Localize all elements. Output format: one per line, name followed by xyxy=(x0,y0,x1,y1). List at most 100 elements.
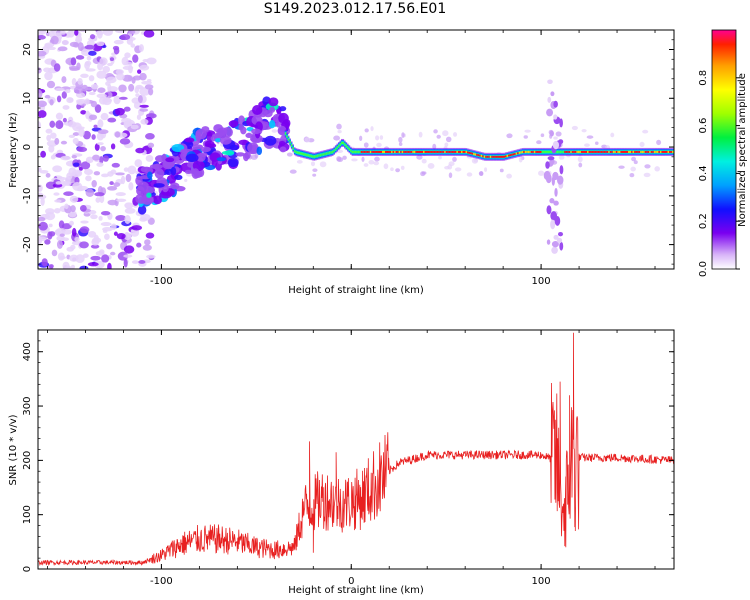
heat-faint-dot xyxy=(374,156,380,162)
heat-y-tick-label: 0 xyxy=(22,144,33,150)
heat-noise-blob xyxy=(100,145,106,152)
heat-faint-dot xyxy=(484,167,488,172)
heat-ridge-core xyxy=(577,150,580,153)
heat-noise-blob xyxy=(38,67,42,74)
heat-signal-blob xyxy=(247,142,259,154)
colorbar: 0.0 0.2 0.4 0.6 0.8 Normalized spectral ampl… xyxy=(698,29,748,277)
heat-x-tick-label: 100 xyxy=(532,276,551,287)
heat-signal-blob xyxy=(264,135,277,146)
heat-noise-blob xyxy=(52,165,63,173)
heat-noise-blob xyxy=(59,233,65,237)
heat-noise-blob xyxy=(38,35,46,40)
heat-ridge-core xyxy=(339,143,342,146)
heat-ridge-core xyxy=(609,150,612,153)
heat-noise-blob xyxy=(83,168,94,176)
heat-noise-blob xyxy=(38,100,47,108)
heat-noise-blob xyxy=(133,101,141,109)
heat-faint-dot xyxy=(337,130,342,134)
heat-signal-blob xyxy=(245,132,253,139)
heat-faint-dot xyxy=(610,132,615,138)
heat-noise-blob xyxy=(115,214,127,221)
heat-noise-blob xyxy=(131,76,136,84)
heat-ridge-core xyxy=(539,150,542,153)
heat-noise-blob xyxy=(79,265,89,269)
heat-ridge-core xyxy=(353,150,355,153)
heat-ridge-core xyxy=(628,150,630,153)
heat-ridge-core xyxy=(570,150,572,153)
heat-signal-blob xyxy=(149,164,163,170)
heat-noise-blob xyxy=(39,169,49,174)
heat-streak-blob xyxy=(547,96,552,103)
heat-ridge-core xyxy=(608,150,610,153)
heat-ridge-core xyxy=(594,150,597,153)
heat-noise-blob xyxy=(121,118,132,124)
heat-noise-blob xyxy=(128,64,133,74)
heat-ridge-core xyxy=(359,150,361,153)
heat-signal-blob xyxy=(191,168,200,179)
heat-streak-blob xyxy=(546,108,554,117)
heat-noise-blob xyxy=(45,208,55,215)
heat-noise-blob xyxy=(86,205,91,209)
heat-ridge-core xyxy=(441,150,443,153)
heat-noise-blob xyxy=(72,132,80,136)
heat-ridge-core xyxy=(289,141,291,144)
heat-ridge-core xyxy=(447,150,449,153)
heat-ridge-core xyxy=(561,150,563,153)
heat-ridge-core xyxy=(625,150,627,153)
heat-faint-dot xyxy=(571,125,578,131)
heat-noise-blob xyxy=(57,46,68,52)
heat-noise-blob xyxy=(51,30,57,34)
heat-noise-blob xyxy=(50,132,57,139)
heat-ridge-core xyxy=(394,150,396,153)
heat-ridge-core xyxy=(546,150,548,153)
heat-noise-blob xyxy=(136,242,142,248)
heat-noise-blob xyxy=(97,129,109,135)
heat-noise-blob xyxy=(49,99,54,106)
heat-faint-dot xyxy=(523,135,528,139)
heat-signal-blob xyxy=(279,106,287,112)
heat-faint-dot xyxy=(304,137,311,143)
heat-noise-blob xyxy=(96,41,105,47)
heat-faint-dot xyxy=(656,139,662,146)
heat-noise-blob xyxy=(61,91,67,99)
heat-noise-blob xyxy=(135,93,140,97)
heat-faint-dot xyxy=(473,158,478,163)
heat-ridge-core xyxy=(383,150,386,153)
heat-noise-blob xyxy=(44,94,51,99)
heat-faint-dot xyxy=(336,157,344,163)
heat-streak-blob xyxy=(551,240,559,248)
heat-noise-blob xyxy=(60,140,68,145)
heat-ridge-core xyxy=(618,150,621,153)
heat-noise-blob xyxy=(131,260,139,264)
heat-ridge-core xyxy=(336,146,339,149)
heat-faint-dot xyxy=(524,129,531,133)
snr-y-tick-label: 200 xyxy=(22,451,33,470)
heat-noise-blob xyxy=(38,50,47,57)
heat-signal-blob xyxy=(228,120,239,128)
heat-noise-blob xyxy=(47,46,56,51)
heat-faint-dot xyxy=(586,135,594,139)
heat-noise-blob xyxy=(79,241,89,249)
heat-y-tick-label: -10 xyxy=(22,188,33,204)
heat-streak-blob xyxy=(551,176,555,186)
heat-noise-blob xyxy=(139,217,147,222)
heat-noise-blob xyxy=(114,107,125,116)
heat-noise-blob xyxy=(99,57,108,66)
heat-noise-blob xyxy=(107,199,118,206)
heat-faint-dot xyxy=(368,159,375,165)
heat-ridge-core xyxy=(591,150,594,153)
heat-ridge-core xyxy=(659,150,662,153)
heat-faint-dot xyxy=(383,163,389,170)
heat-ridge-core xyxy=(558,150,560,153)
heat-signal-blob xyxy=(137,181,149,191)
heat-noise-blob xyxy=(119,96,128,100)
heat-ridge-core xyxy=(316,154,319,157)
heat-ridge-core xyxy=(621,150,624,153)
heat-noise-blob xyxy=(110,223,117,231)
heat-noise-blob xyxy=(73,42,80,48)
heat-noise-blob xyxy=(146,57,157,65)
heat-noise-blob xyxy=(60,155,71,161)
heat-noise-blob xyxy=(139,72,147,81)
heat-noise-blob xyxy=(130,43,136,48)
heat-ridge-core xyxy=(544,150,547,153)
